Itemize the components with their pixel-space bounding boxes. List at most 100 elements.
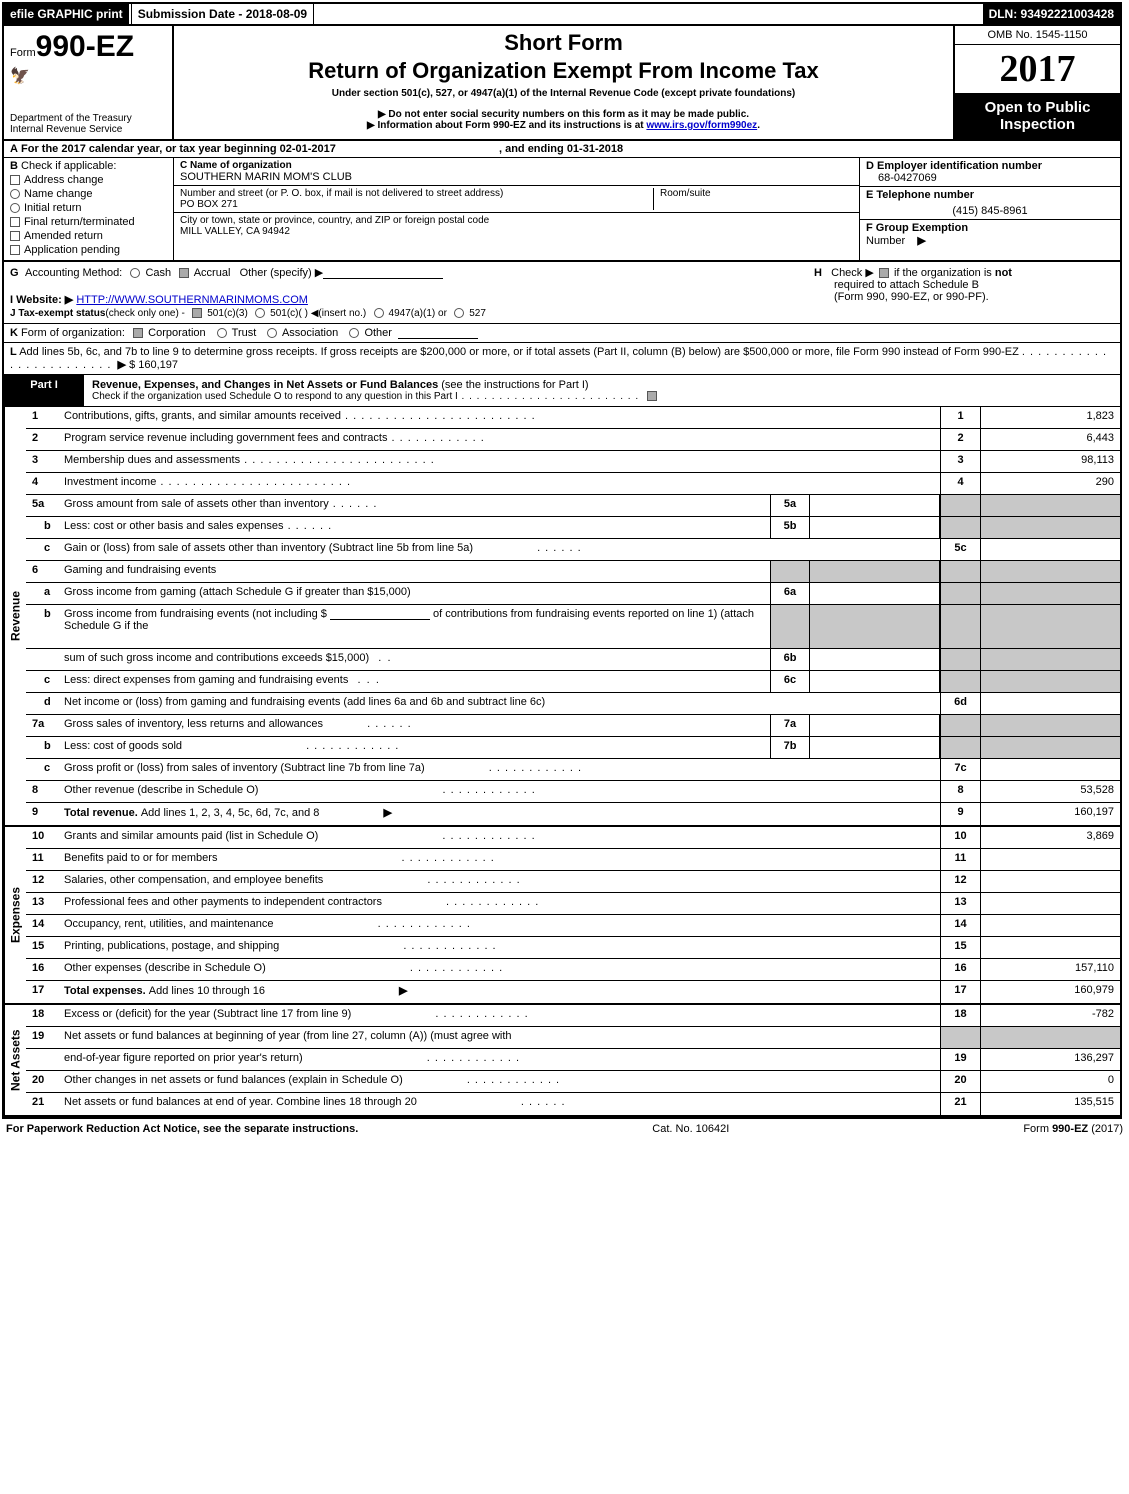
- ldesc-text: Less: cost of goods sold: [64, 740, 182, 752]
- minibox: 6c: [770, 671, 810, 692]
- endval: 157,110: [980, 959, 1120, 980]
- org-name: SOUTHERN MARIN MOM'S CLUB: [180, 171, 853, 183]
- checkbox-icon[interactable]: [179, 268, 189, 278]
- dots: [397, 852, 494, 864]
- radio-icon: [10, 203, 20, 213]
- i-label: I Website: ▶: [10, 294, 73, 306]
- d-ein-row: D Employer identification number 68-0427…: [860, 158, 1120, 187]
- expenses-section: Expenses 10 Grants and similar amounts p…: [4, 827, 1120, 1005]
- b-checkif: Check if applicable:: [21, 160, 116, 172]
- dots: [438, 784, 535, 796]
- dots: [284, 520, 333, 532]
- endval: [980, 539, 1120, 560]
- lnum: 10: [26, 827, 64, 848]
- efile-label: efile GRAPHIC print: [4, 4, 131, 24]
- radio-icon[interactable]: [255, 308, 265, 318]
- row-14: 14 Occupancy, rent, utilities, and maint…: [26, 915, 1120, 937]
- website-link[interactable]: HTTP://WWW.SOUTHERNMARINMOMS.COM: [76, 294, 308, 306]
- netassets-body: 18 Excess or (deficit) for the year (Sub…: [26, 1005, 1120, 1115]
- lnum: d: [26, 693, 64, 714]
- top-bar: efile GRAPHIC print Submission Date - 20…: [4, 4, 1120, 26]
- row-3: 3 Membership dues and assessments 3 98,1…: [26, 451, 1120, 473]
- ldesc: Other revenue (describe in Schedule O): [64, 781, 940, 802]
- footer-year: (2017): [1088, 1123, 1123, 1135]
- c-room-cell: Room/suite: [653, 188, 853, 210]
- radio-icon[interactable]: [130, 268, 140, 278]
- dots: [517, 1096, 566, 1108]
- g-other-fill[interactable]: [323, 278, 443, 279]
- info-link[interactable]: www.irs.gov/form990ez: [646, 120, 757, 131]
- minival: [810, 583, 940, 604]
- g-h-block: G Accounting Method: Cash Accrual Other …: [4, 262, 1120, 324]
- info-prefix: ▶ Information about Form 990-EZ and its …: [367, 120, 646, 131]
- minival: [810, 715, 940, 736]
- ldesc-text2: Add lines 1, 2, 3, 4, 5c, 6d, 7c, and 8: [141, 807, 320, 819]
- lnum: b: [26, 737, 64, 758]
- chk-address[interactable]: Address change: [10, 174, 167, 186]
- ldesc: Investment income: [64, 473, 940, 494]
- ldesc-text3: sum of such gross income and contributio…: [64, 652, 369, 664]
- chk-initial[interactable]: Initial return: [10, 202, 167, 214]
- ldesc: Gaming and fundraising events: [64, 561, 770, 582]
- chk-amended[interactable]: Amended return: [10, 230, 167, 242]
- dots: [423, 1052, 520, 1064]
- k-line: K Form of organization: Corporation Trus…: [4, 324, 1120, 343]
- row-9: 9 Total revenue. Add lines 1, 2, 3, 4, 5…: [26, 803, 1120, 825]
- endnum: 2: [940, 429, 980, 450]
- k-other-fill[interactable]: [398, 338, 478, 339]
- chk-final[interactable]: Final return/terminated: [10, 216, 167, 228]
- endval: 290: [980, 473, 1120, 494]
- c-room-label: Room/suite: [660, 188, 853, 199]
- checkbox-icon[interactable]: [879, 268, 889, 278]
- row-5c: c Gain or (loss) from sale of assets oth…: [26, 539, 1120, 561]
- h-line3: (Form 990, 990-EZ, or 990-PF).: [814, 291, 1114, 303]
- chk-name[interactable]: Name change: [10, 188, 167, 200]
- checkbox-icon[interactable]: [133, 328, 143, 338]
- endval: [980, 871, 1120, 892]
- ldesc-text: Gross amount from sale of assets other t…: [64, 498, 329, 510]
- dots-arrow: [379, 807, 393, 819]
- ldesc-text: Gross sales of inventory, less returns a…: [64, 718, 323, 730]
- f-arrow: ▶: [917, 235, 925, 247]
- h-not: not: [995, 267, 1012, 279]
- radio-icon[interactable]: [454, 308, 464, 318]
- dots: [458, 391, 639, 402]
- checkbox-icon[interactable]: [192, 308, 202, 318]
- radio-icon[interactable]: [374, 308, 384, 318]
- lnum: 9: [26, 803, 64, 825]
- row-6b-2: sum of such gross income and contributio…: [26, 649, 1120, 671]
- ldesc: Net income or (loss) from gaming and fun…: [64, 693, 940, 714]
- j-sub: (check only one) -: [105, 308, 184, 319]
- dept-irs: Internal Revenue Service: [10, 124, 166, 135]
- radio-icon[interactable]: [267, 328, 277, 338]
- j-o1: 501(c)(3): [207, 308, 248, 319]
- row-19-2: end-of-year figure reported on prior yea…: [26, 1049, 1120, 1071]
- dots: [329, 498, 378, 510]
- row-4: 4 Investment income 4 290: [26, 473, 1120, 495]
- radio-icon[interactable]: [349, 328, 359, 338]
- j-o3: 4947(a)(1) or: [389, 308, 447, 319]
- open-line1: Open to Public: [957, 99, 1118, 116]
- c-street-cell: Number and street (or P. O. box, if mail…: [180, 188, 653, 210]
- lnum: 7a: [26, 715, 64, 736]
- info-suffix: .: [757, 120, 760, 131]
- radio-icon[interactable]: [217, 328, 227, 338]
- chk-pending-label: Application pending: [24, 244, 120, 256]
- c-city-cell: City or town, state or province, country…: [180, 215, 853, 237]
- info-line: ▶ Information about Form 990-EZ and its …: [182, 120, 945, 131]
- lnum-blank: [26, 1049, 64, 1070]
- endnum-shade: [940, 583, 980, 604]
- amt-fill[interactable]: [330, 619, 430, 620]
- endval-shade: [980, 1027, 1120, 1048]
- form-number: Form990-EZ 🦅: [10, 30, 166, 86]
- chk-pending[interactable]: Application pending: [10, 244, 167, 256]
- endnum-shade: [940, 649, 980, 670]
- row-12: 12 Salaries, other compensation, and emp…: [26, 871, 1120, 893]
- ldesc-text: Other changes in net assets or fund bala…: [64, 1074, 403, 1086]
- row-13: 13 Professional fees and other payments …: [26, 893, 1120, 915]
- ldesc: Gross sales of inventory, less returns a…: [64, 715, 770, 736]
- endnum-shade: [940, 517, 980, 538]
- g-accrual: Accrual: [194, 267, 231, 279]
- ldesc: Less: cost of goods sold: [64, 737, 770, 758]
- checkbox-icon[interactable]: [647, 391, 657, 401]
